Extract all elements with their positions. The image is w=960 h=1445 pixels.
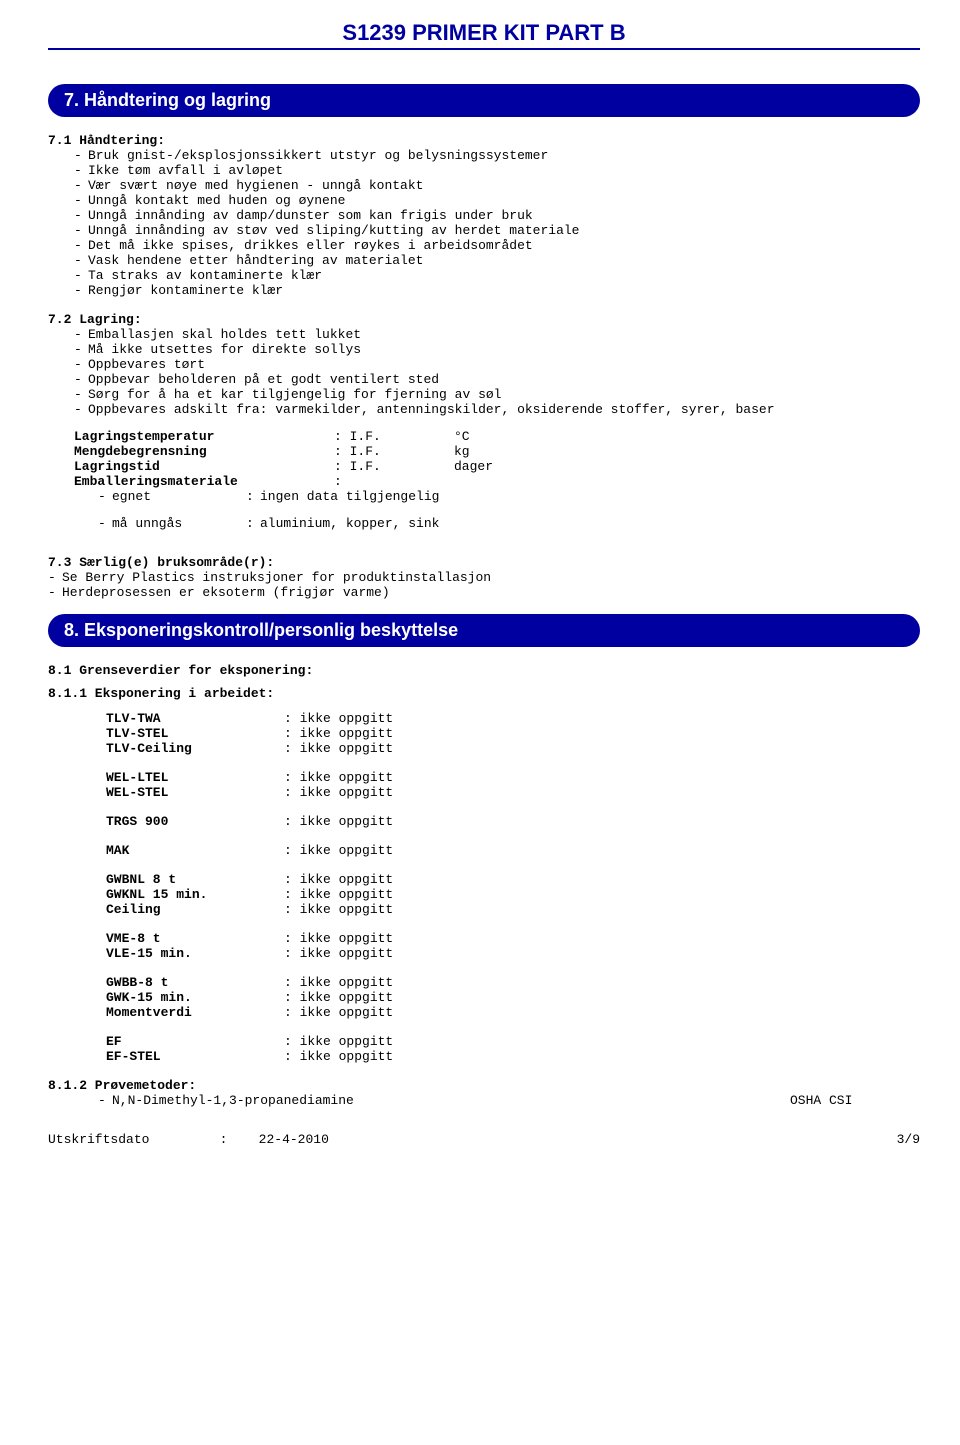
list-item: -Det må ikke spises, drikkes eller røyke… bbox=[74, 238, 920, 253]
exposure-row: WEL-STEL: ikke oppgitt bbox=[106, 785, 920, 800]
exposure-row: MAK: ikke oppgitt bbox=[106, 843, 920, 858]
param-key: Lagringstemperatur bbox=[74, 429, 334, 444]
list-item: -Herdeprosessen er eksoterm (frigjør var… bbox=[48, 585, 920, 600]
exposure-row: VME-8 t: ikke oppgitt bbox=[106, 931, 920, 946]
exposure-row: VLE-15 min.: ikke oppgitt bbox=[106, 946, 920, 961]
exposure-group: WEL-LTEL: ikke oppgittWEL-STEL: ikke opp… bbox=[48, 770, 920, 800]
section-7-2: 7.2 Lagring: -Emballasjen skal holdes te… bbox=[48, 312, 920, 531]
list-item: -Vær svært nøye med hygienen - unngå kon… bbox=[74, 178, 920, 193]
param-key: Mengdebegrensning bbox=[74, 444, 334, 459]
exposure-group: VME-8 t: ikke oppgittVLE-15 min.: ikke o… bbox=[48, 931, 920, 961]
heading-7-3: 7.3 Særlig(e) bruksområde(r): bbox=[48, 555, 920, 570]
list-item: -Bruk gnist-/eksplosjonssikkert utstyr o… bbox=[74, 148, 920, 163]
list-item: -Rengjør kontaminerte klær bbox=[74, 283, 920, 298]
list-item: -Unngå innånding av damp/dunster som kan… bbox=[74, 208, 920, 223]
param-value: : I.F. bbox=[334, 429, 454, 444]
exposure-group: TLV-TWA: ikke oppgittTLV-STEL: ikke oppg… bbox=[48, 711, 920, 756]
list-item: -Må ikke utsettes for direkte sollys bbox=[74, 342, 920, 357]
page-title: S1239 PRIMER KIT PART B bbox=[48, 20, 920, 50]
exposure-row: Ceiling: ikke oppgitt bbox=[106, 902, 920, 917]
list-item: -Unngå innånding av støv ved sliping/kut… bbox=[74, 223, 920, 238]
exposure-row: GWKNL 15 min.: ikke oppgitt bbox=[106, 887, 920, 902]
page-footer: Utskriftsdato : 22-4-2010 3/9 bbox=[48, 1132, 920, 1147]
exposure-row: GWBNL 8 t: ikke oppgitt bbox=[106, 872, 920, 887]
method-row: -N,N-Dimethyl-1,3-propanediamineOSHA CSI bbox=[98, 1093, 920, 1108]
section-7-1: 7.1 Håndtering: -Bruk gnist-/eksplosjons… bbox=[48, 133, 920, 298]
list-item: -Emballasjen skal holdes tett lukket bbox=[74, 327, 920, 342]
sub-list-item: -egnet:ingen data tilgjengelig bbox=[98, 489, 920, 504]
list-item: -Vask hendene etter håndtering av materi… bbox=[74, 253, 920, 268]
param-unit: kg bbox=[454, 444, 920, 459]
param-value: : bbox=[334, 474, 454, 489]
exposure-group: TRGS 900: ikke oppgitt bbox=[48, 814, 920, 829]
exposure-row: EF-STEL: ikke oppgitt bbox=[106, 1049, 920, 1064]
list-item: -Ta straks av kontaminerte klær bbox=[74, 268, 920, 283]
exposure-row: TLV-Ceiling: ikke oppgitt bbox=[106, 741, 920, 756]
footer-print-label: Utskriftsdato bbox=[48, 1132, 149, 1147]
exposure-group: EF: ikke oppgittEF-STEL: ikke oppgitt bbox=[48, 1034, 920, 1064]
heading-7-2: 7.2 Lagring: bbox=[48, 312, 920, 327]
exposure-row: EF: ikke oppgitt bbox=[106, 1034, 920, 1049]
section-8-bar: 8. Eksponeringskontroll/personlig beskyt… bbox=[48, 614, 920, 647]
exposure-row: WEL-LTEL: ikke oppgitt bbox=[106, 770, 920, 785]
footer-page-number: 3/9 bbox=[897, 1132, 920, 1147]
sub-list-item: -må unngås:aluminium, kopper, sink bbox=[98, 516, 920, 531]
list-item: -Oppbevares adskilt fra: varmekilder, an… bbox=[74, 402, 920, 417]
exposure-group: GWBNL 8 t: ikke oppgittGWKNL 15 min.: ik… bbox=[48, 872, 920, 917]
param-value: : I.F. bbox=[334, 459, 454, 474]
exposure-row: TLV-STEL: ikke oppgitt bbox=[106, 726, 920, 741]
list-item: -Oppbevares tørt bbox=[74, 357, 920, 372]
list-item: -Ikke tøm avfall i avløpet bbox=[74, 163, 920, 178]
exposure-row: Momentverdi: ikke oppgitt bbox=[106, 1005, 920, 1020]
exposure-row: TLV-TWA: ikke oppgitt bbox=[106, 711, 920, 726]
list-item: -Se Berry Plastics instruksjoner for pro… bbox=[48, 570, 920, 585]
param-key: Emballeringsmateriale bbox=[74, 474, 334, 489]
param-key: Lagringstid bbox=[74, 459, 334, 474]
exposure-row: GWBB-8 t: ikke oppgitt bbox=[106, 975, 920, 990]
exposure-row: TRGS 900: ikke oppgitt bbox=[106, 814, 920, 829]
list-item: -Unngå kontakt med huden og øynene bbox=[74, 193, 920, 208]
exposure-group: MAK: ikke oppgitt bbox=[48, 843, 920, 858]
heading-8-1-1: 8.1.1 Eksponering i arbeidet: bbox=[48, 686, 920, 701]
param-unit: °C bbox=[454, 429, 920, 444]
heading-8-1-2: 8.1.2 Prøvemetoder: bbox=[48, 1078, 920, 1093]
param-value: : I.F. bbox=[334, 444, 454, 459]
section-7-bar: 7. Håndtering og lagring bbox=[48, 84, 920, 117]
footer-date: 22-4-2010 bbox=[259, 1132, 329, 1147]
exposure-row: GWK-15 min.: ikke oppgitt bbox=[106, 990, 920, 1005]
footer-sep: : bbox=[220, 1132, 228, 1147]
list-item: -Oppbevar beholderen på et godt ventiler… bbox=[74, 372, 920, 387]
param-unit bbox=[454, 474, 920, 489]
exposure-group: GWBB-8 t: ikke oppgittGWK-15 min.: ikke … bbox=[48, 975, 920, 1020]
list-item: -Sørg for å ha et kar tilgjengelig for f… bbox=[74, 387, 920, 402]
heading-8-1: 8.1 Grenseverdier for eksponering: bbox=[48, 663, 920, 678]
param-unit: dager bbox=[454, 459, 920, 474]
heading-7-1: 7.1 Håndtering: bbox=[48, 133, 920, 148]
section-7-3: 7.3 Særlig(e) bruksområde(r): -Se Berry … bbox=[48, 555, 920, 600]
